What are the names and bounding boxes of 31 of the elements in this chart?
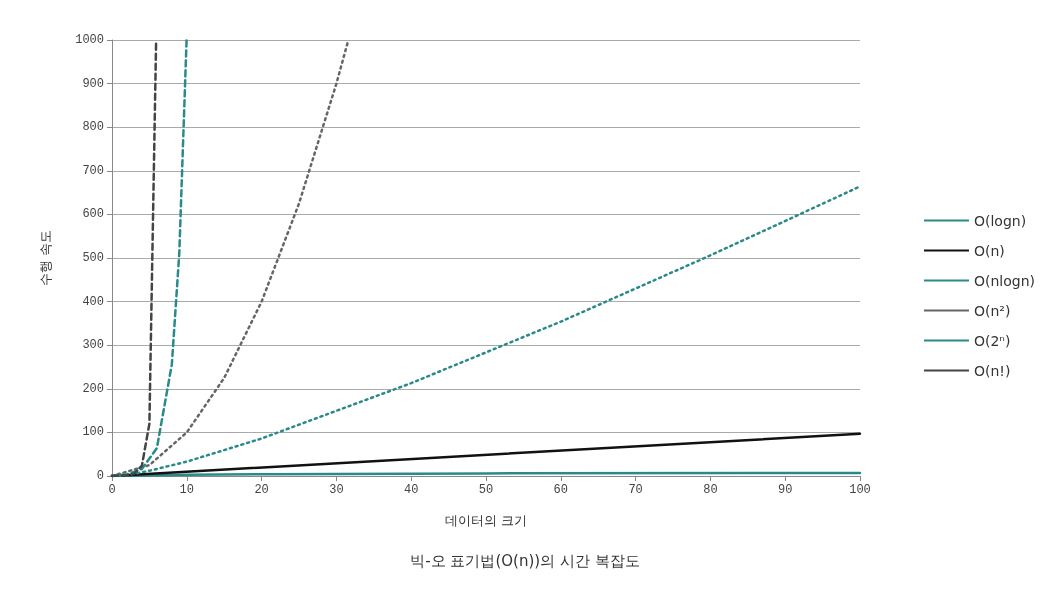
y-tick-label: 0 — [96, 469, 104, 483]
y-tick-label: 700 — [82, 163, 104, 178]
x-tick-label: 0 — [108, 483, 116, 497]
y-tick-label: 600 — [82, 207, 104, 222]
y-tick-label: 1000 — [75, 33, 104, 47]
x-tick-label: 50 — [478, 483, 494, 497]
x-tick-label: 80 — [703, 483, 718, 497]
text: 빅-오 표기법(O(n))의 시간 복잡도 — [410, 551, 640, 570]
x-tick-label: 20 — [254, 483, 269, 497]
x-tick-label: 90 — [778, 483, 793, 497]
y-tick-label: 900 — [82, 76, 104, 91]
x-tick-label: 40 — [404, 483, 419, 497]
x-tick-label: 100 — [849, 483, 871, 497]
x-axis-title: 데이터의 크기 — [444, 513, 528, 528]
y-tick-label: 200 — [82, 381, 104, 396]
y-tick-label: 400 — [82, 294, 104, 309]
legend-label: O(n!) — [973, 362, 1011, 379]
legend-label: O(logn) — [973, 212, 1027, 229]
y-tick-label: 100 — [82, 425, 104, 440]
y-tick-label: 800 — [82, 120, 104, 135]
y-tick-label: 500 — [82, 251, 104, 265]
x-tick-label: 60 — [553, 483, 568, 497]
legend-label: O(n²) — [973, 302, 1011, 319]
legend-label: O(n) — [973, 242, 1005, 259]
legend-label: O(2ⁿ) — [973, 332, 1011, 349]
y-axis-title: 수행 속도 — [38, 229, 53, 287]
x-tick-label: 10 — [179, 483, 194, 497]
y-tick-label: 300 — [82, 338, 104, 353]
x-tick-label: 30 — [329, 483, 344, 497]
x-tick-label: 70 — [628, 483, 643, 497]
legend-label: O(nlogn) — [973, 272, 1035, 289]
